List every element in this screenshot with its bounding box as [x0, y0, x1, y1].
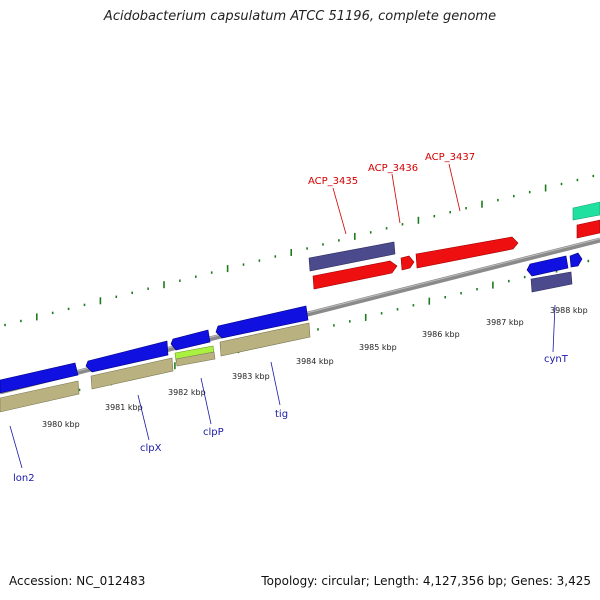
gene-label-acp3436: ACP_3436	[368, 163, 418, 174]
kbp-label: 3982 kbp	[168, 388, 206, 397]
gene-clpP-arrow[interactable]	[170, 329, 211, 351]
gene-clpP-khaki[interactable]	[175, 351, 216, 367]
leader-acp3437	[448, 163, 461, 212]
kbp-label: 3981 kbp	[105, 403, 143, 412]
kbp-label: 3987 kbp	[486, 318, 524, 327]
gene-right-teal[interactable]	[572, 201, 600, 221]
kbp-label: 3985 kbp	[359, 343, 397, 352]
kbp-label: 3983 kbp	[232, 372, 270, 381]
gene-clpX-arrow[interactable]	[85, 340, 169, 373]
accession-text: Accession: NC_012483	[9, 574, 146, 588]
gene-lon2-khaki[interactable]	[0, 380, 80, 413]
gene-label-tig: tig	[275, 409, 288, 420]
leader-tig	[270, 361, 281, 406]
gene-cynT-small-arrow[interactable]	[569, 252, 583, 268]
map-title: Acidobacterium capsulatum ATCC 51196, co…	[103, 9, 497, 24]
gene-acp3435-purple[interactable]	[308, 241, 396, 272]
gene-lon2-arrow[interactable]	[0, 362, 79, 394]
gene-label-acp3435: ACP_3435	[308, 176, 358, 187]
kbp-label: 3980 kbp	[42, 420, 80, 429]
gene-label-clpP: clpP	[203, 427, 224, 438]
gene-acp3437-arrow[interactable]	[415, 236, 519, 269]
gene-acp3435-arrow[interactable]	[312, 260, 398, 290]
gene-label-acp3437: ACP_3437	[425, 152, 475, 163]
gene-tig-khaki[interactable]	[219, 322, 311, 357]
gene-cynT-arrow[interactable]	[526, 255, 569, 277]
gene-tig-arrow[interactable]	[215, 305, 309, 339]
leader-lon2	[9, 425, 23, 469]
leader-acp3436	[391, 173, 401, 224]
gene-label-cynT: cynT	[544, 354, 569, 365]
leader-clpX	[137, 394, 150, 441]
kbp-label: 3988 kbp	[550, 306, 588, 315]
kbp-label: 3984 kbp	[296, 357, 334, 366]
leader-acp3435	[332, 187, 347, 235]
gene-acp3436-arrow[interactable]	[400, 255, 415, 271]
gene-label-lon2: lon2	[13, 473, 35, 484]
gene-cynT-purple[interactable]	[530, 271, 573, 293]
gene-right-red[interactable]	[576, 219, 600, 239]
leader-cynT	[552, 304, 556, 353]
upper-tick-row	[4, 174, 595, 327]
topology-text: Topology: circular; Length: 4,127,356 bp…	[261, 574, 591, 588]
gene-label-clpX: clpX	[140, 443, 162, 454]
kbp-label: 3986 kbp	[422, 330, 460, 339]
gene-clpX-khaki[interactable]	[90, 357, 174, 390]
leader-clpP	[200, 377, 212, 425]
